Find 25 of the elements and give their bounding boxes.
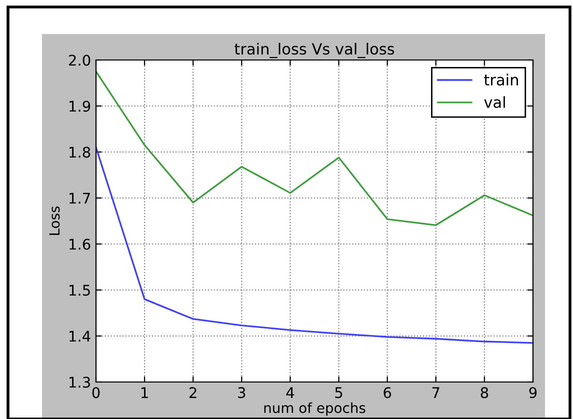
x-tick-label: 1 xyxy=(142,387,148,398)
y-axis-title: Loss xyxy=(49,206,60,235)
y-tick-label: 1.4 xyxy=(70,330,90,342)
x-tick-label: 5 xyxy=(335,387,342,398)
legend-label: val xyxy=(484,96,505,108)
y-tick-label: 1.9 xyxy=(70,100,90,112)
x-tick-label: 9 xyxy=(529,387,537,398)
line-series xyxy=(96,146,533,344)
x-tick-label: 8 xyxy=(480,387,488,398)
x-tick-label: 7 xyxy=(432,387,440,398)
y-tick-label: 1.6 xyxy=(70,238,90,250)
y-tick-label: 1.3 xyxy=(70,376,90,388)
x-tick-label: 6 xyxy=(384,387,392,398)
y-tick-label: 1.7 xyxy=(70,192,90,204)
x-tick-label: 4 xyxy=(286,387,294,398)
x-tick-label: 0 xyxy=(92,387,100,398)
x-axis-title: num of epochs xyxy=(264,402,366,416)
chart-title: train_loss Vs val_loss xyxy=(234,42,394,58)
x-tick-label: 2 xyxy=(190,387,196,398)
y-tick-label: 2.0 xyxy=(69,54,90,66)
y-tick-label: 1.5 xyxy=(70,284,90,296)
y-tick-label: 1.8 xyxy=(70,146,90,158)
x-tick-label: 3 xyxy=(238,387,246,398)
line-series xyxy=(96,70,533,226)
legend-label: train xyxy=(484,74,518,86)
